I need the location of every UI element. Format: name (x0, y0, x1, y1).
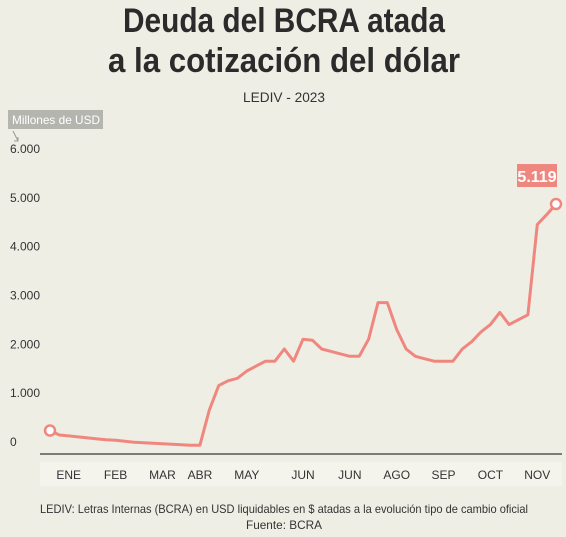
arrow (12, 130, 19, 142)
source: Fuente: BCRA (246, 518, 322, 532)
y-tick-label: 5.000 (10, 191, 40, 205)
chart-title-line: Deuda del BCRA atada (123, 2, 446, 40)
x-axis-band (40, 462, 562, 486)
y-axis-label-box (8, 110, 103, 129)
y-tick-label: 6.000 (10, 142, 40, 156)
x-tick-label: FEB (104, 468, 127, 482)
x-tick-label: AGO (383, 468, 410, 482)
x-tick-label: JUN (338, 468, 361, 482)
line (49, 203, 558, 447)
chart-subtitle: LEDIV - 2023 (243, 89, 325, 105)
point-marker (43, 424, 57, 437)
point-marker (549, 197, 563, 211)
y-tick-label: 4.000 (10, 240, 40, 254)
x-tick-label: JUN (291, 468, 314, 482)
x-tick-label: MAY (234, 468, 259, 482)
y-axis-label: Millones de USD (12, 113, 100, 127)
x-tick-label: OCT (478, 468, 504, 482)
x-tick-label: ENE (56, 468, 81, 482)
y-tick-label: 2.000 (10, 337, 40, 351)
value-label-box (517, 164, 557, 188)
y-tick-label: 1.000 (10, 386, 40, 400)
x-tick-label: SEP (432, 468, 456, 482)
y-tick-label: 3.000 (10, 289, 40, 303)
x-tick-label: NOV (524, 468, 550, 482)
value-label: 5.119 (517, 169, 556, 186)
x-tick-label: ABR (188, 468, 213, 482)
x-tick-label: MAR (149, 468, 176, 482)
note: LEDIV: Letras Internas (BCRA) en USD liq… (40, 502, 528, 516)
y-tick-label: 0 (10, 435, 17, 449)
chart-title-line: a la cotización del dólar (108, 42, 460, 80)
